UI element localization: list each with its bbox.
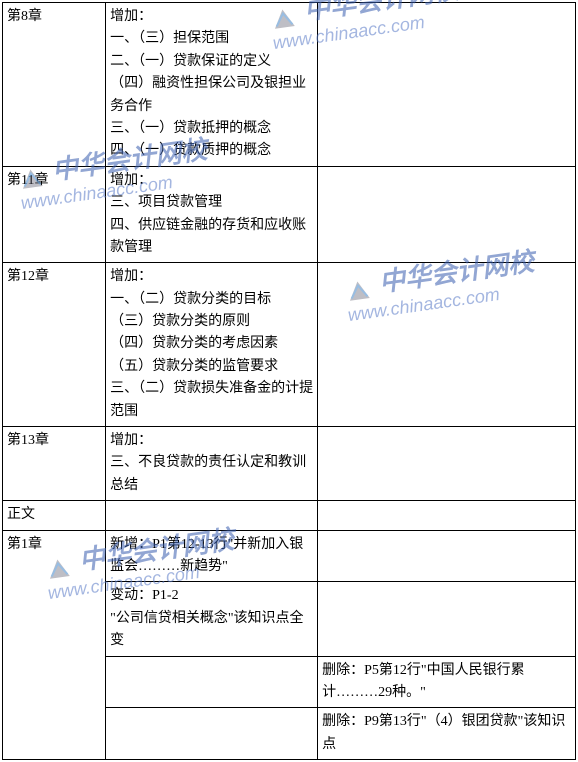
cell-content: 新增：P1第12-13行"并新加入银监会………新趋势" bbox=[106, 530, 318, 582]
cell-content: 变动：P1-2 "公司信贷相关概念"该知识点全变 bbox=[106, 582, 318, 656]
table-row: 第13章 增加： 三、不良贷款的责任认定和教训总结 bbox=[3, 427, 576, 501]
cell-notes bbox=[318, 582, 576, 656]
cell-notes: 删除：P5第12行"中国人民银行累计………29种。" bbox=[318, 656, 576, 708]
cell-chapter: 正文 bbox=[3, 501, 106, 530]
cell-notes bbox=[318, 530, 576, 582]
cell-notes bbox=[318, 501, 576, 530]
cell-notes bbox=[318, 263, 576, 427]
cell-chapter: 第8章 bbox=[3, 3, 106, 167]
table-row: 第11章 增加： 三、项目贷款管理 四、供应链金融的存货和应收账款管理 bbox=[3, 166, 576, 263]
cell-chapter: 第11章 bbox=[3, 166, 106, 263]
cell-chapter: 第13章 bbox=[3, 427, 106, 501]
cell-content: 增加： 一、（二）贷款分类的目标 （三）贷款分类的原则 （四）贷款分类的考虑因素… bbox=[106, 263, 318, 427]
cell-chapter: 第1章 bbox=[3, 530, 106, 760]
cell-content bbox=[106, 501, 318, 530]
cell-content bbox=[106, 708, 318, 760]
cell-content: 增加： 三、项目贷款管理 四、供应链金融的存货和应收账款管理 bbox=[106, 166, 318, 263]
cell-notes bbox=[318, 166, 576, 263]
table-row: 第12章 增加： 一、（二）贷款分类的目标 （三）贷款分类的原则 （四）贷款分类… bbox=[3, 263, 576, 427]
cell-notes: 删除：P9第13行"（4）银团贷款"该知识点 bbox=[318, 708, 576, 760]
cell-content bbox=[106, 656, 318, 708]
table-row: 第8章 增加： 一、（三）担保范围 二、（一）贷款保证的定义 （四）融资性担保公… bbox=[3, 3, 576, 167]
cell-content: 增加： 三、不良贷款的责任认定和教训总结 bbox=[106, 427, 318, 501]
table-row: 正文 bbox=[3, 501, 576, 530]
cell-content: 增加： 一、（三）担保范围 二、（一）贷款保证的定义 （四）融资性担保公司及银担… bbox=[106, 3, 318, 167]
cell-notes bbox=[318, 3, 576, 167]
cell-notes bbox=[318, 427, 576, 501]
content-table: 第8章 增加： 一、（三）担保范围 二、（一）贷款保证的定义 （四）融资性担保公… bbox=[2, 2, 576, 760]
cell-chapter: 第12章 bbox=[3, 263, 106, 427]
table-row: 第1章 新增：P1第12-13行"并新加入银监会………新趋势" bbox=[3, 530, 576, 582]
